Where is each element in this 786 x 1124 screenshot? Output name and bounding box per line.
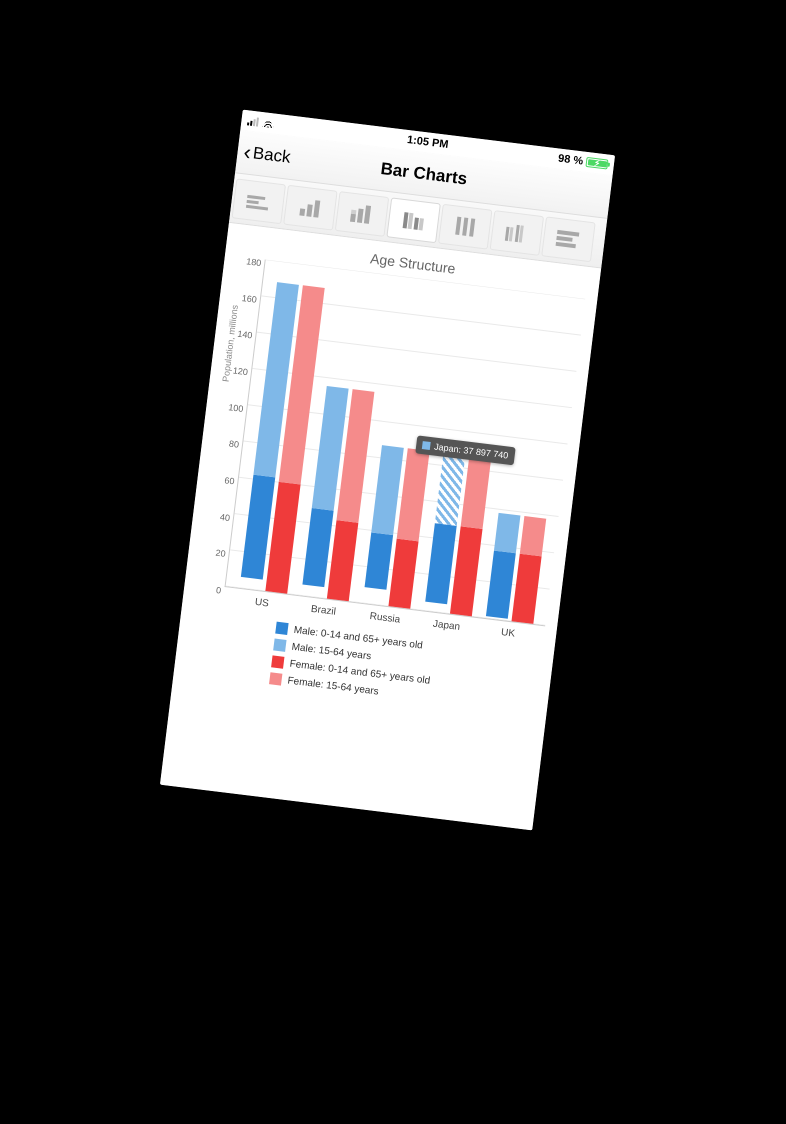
bar-segment[interactable] <box>327 520 358 601</box>
y-tick: 100 <box>221 401 244 414</box>
legend-swatch <box>271 655 284 668</box>
bar-segment[interactable] <box>520 516 547 557</box>
y-tick: 40 <box>208 510 231 523</box>
cell-signal-icon <box>247 116 259 126</box>
x-tick-label: Brazil <box>299 602 348 619</box>
bar-segment[interactable] <box>494 513 521 554</box>
legend-swatch <box>273 638 286 651</box>
bar-segment[interactable] <box>435 454 465 526</box>
bar-group: UK <box>486 513 547 624</box>
battery-percent: 98 % <box>557 153 583 168</box>
x-tick-label: UK <box>483 625 532 642</box>
chart-type-tab[interactable] <box>335 191 390 237</box>
y-tick: 180 <box>239 255 262 268</box>
chart-type-tab[interactable] <box>386 197 441 243</box>
bar-group: Russia <box>363 445 430 609</box>
legend-swatch <box>269 672 282 685</box>
battery-icon: ⚡︎ <box>585 157 608 170</box>
bar-segment[interactable] <box>388 539 418 609</box>
phone-frame: 1:05 PM 98 % ⚡︎ ‹ Back Bar Charts Age St… <box>160 110 615 831</box>
chart-type-tab[interactable] <box>232 178 287 224</box>
y-tick: 0 <box>199 583 222 596</box>
x-tick-label: Russia <box>360 610 409 627</box>
y-tick: 80 <box>216 437 239 450</box>
chart-type-tab[interactable] <box>283 184 338 230</box>
y-tick: 160 <box>234 292 257 305</box>
y-tick: 20 <box>203 547 226 560</box>
bar-segment[interactable] <box>511 554 541 624</box>
bar-segment[interactable] <box>486 551 516 619</box>
chart-type-tab[interactable] <box>490 210 545 256</box>
chart-type-tab[interactable] <box>541 216 596 262</box>
x-tick-label: US <box>237 595 286 612</box>
chart-type-tab[interactable] <box>438 203 493 249</box>
chart-bars: USBrazilRussiaJapanUKJapan: 37 897 740 <box>226 260 586 626</box>
bar-segment[interactable] <box>461 457 491 529</box>
chart-panel: Age Structure Population, millions USBra… <box>160 223 601 830</box>
x-tick-label: Japan <box>422 617 471 634</box>
legend-swatch <box>275 622 288 635</box>
bar-group: Japan <box>424 454 491 616</box>
wifi-icon <box>262 118 275 128</box>
bar-group: Brazil <box>301 386 374 601</box>
chart-plot: Population, millions USBrazilRussiaJapan… <box>225 259 586 626</box>
chart-tooltip: Japan: 37 897 740 <box>415 435 515 465</box>
bar-segment[interactable] <box>365 532 394 589</box>
y-tick: 60 <box>212 474 235 487</box>
